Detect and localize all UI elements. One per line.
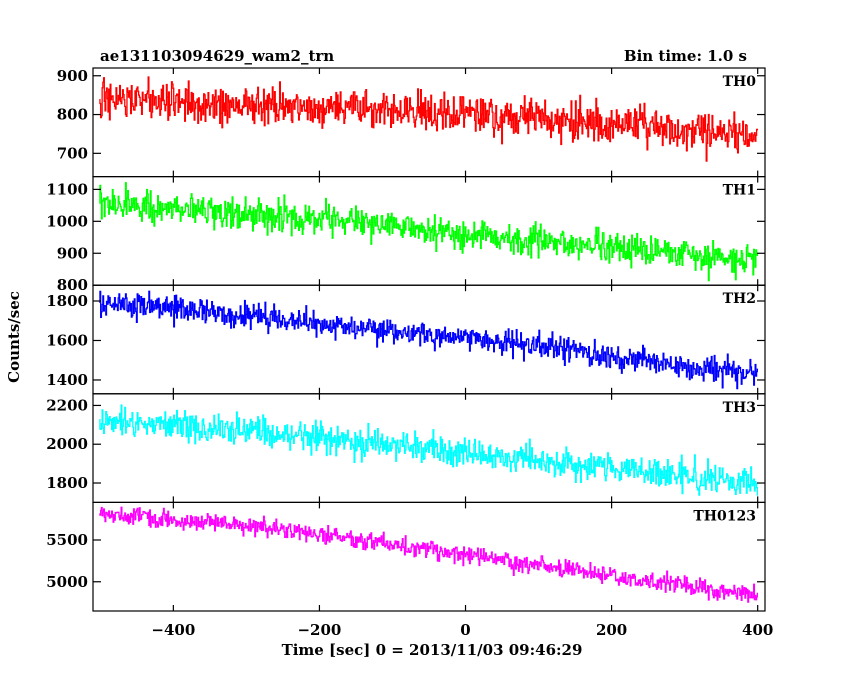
- channel-label: TH0123: [693, 508, 756, 524]
- x-tick-label: 400: [742, 621, 773, 639]
- y-tick-label: 1800: [46, 474, 88, 492]
- y-tick-label: 1100: [46, 180, 88, 198]
- y-tick-label: 700: [57, 144, 88, 162]
- series-line-th0: [99, 76, 759, 162]
- series-line-th2: [99, 290, 759, 390]
- series-line-th3: [99, 404, 759, 496]
- panel-frame: [92, 67, 766, 178]
- x-tick-label: 200: [596, 621, 627, 639]
- y-tick-label: 800: [57, 276, 88, 294]
- panel-frame: [92, 501, 766, 612]
- y-tick-label: 1000: [46, 212, 88, 230]
- panel-frame: [92, 284, 766, 395]
- y-tick-label: 2200: [46, 396, 88, 414]
- y-axis-label: Counts/sec: [5, 291, 23, 383]
- panel-th2: 1400 1600 1800 TH2: [46, 284, 766, 395]
- x-axis-label: Time [sec] 0 = 2013/11/03 09:46:29: [282, 641, 583, 659]
- x-axis: −400 −200 0 200 400: [151, 621, 773, 639]
- channel-label: TH0: [723, 74, 757, 90]
- panel-th0123: 5000 5500 TH0123: [46, 501, 766, 612]
- x-tick-label: 0: [460, 621, 470, 639]
- channel-label: TH2: [723, 291, 756, 307]
- x-tick-label: −200: [297, 621, 341, 639]
- y-tick-label: 5000: [46, 573, 88, 591]
- y-tick-label: 1400: [46, 371, 88, 389]
- y-tick-label: 800: [57, 106, 88, 124]
- series-line-th1: [99, 182, 759, 282]
- y-tick-label: 1600: [46, 331, 88, 349]
- channel-label: TH1: [723, 183, 756, 199]
- y-tick-label: 1800: [46, 292, 88, 310]
- y-tick-label: 900: [57, 244, 88, 262]
- panels-group: 700 800 900 TH0 800 900 1000 1100 TH1 1400 1600 180…: [46, 67, 766, 612]
- panel-th0: 700 800 900 TH0: [57, 67, 766, 178]
- y-tick-label: 2000: [46, 435, 88, 453]
- panel-th1: 800 900 1000 1100 TH1: [46, 176, 766, 294]
- panel-th3: 1800 2000 2200 TH3: [46, 393, 766, 503]
- y-tick-label: 900: [57, 67, 88, 85]
- series-line-th0123: [99, 506, 759, 603]
- x-tick-label: −400: [151, 621, 195, 639]
- y-tick-label: 5500: [46, 531, 88, 549]
- bin-time-label: Bin time: 1.0 s: [624, 47, 747, 65]
- channel-label: TH3: [723, 400, 756, 416]
- chart-title: ae131103094629_wam2_trn: [100, 47, 334, 65]
